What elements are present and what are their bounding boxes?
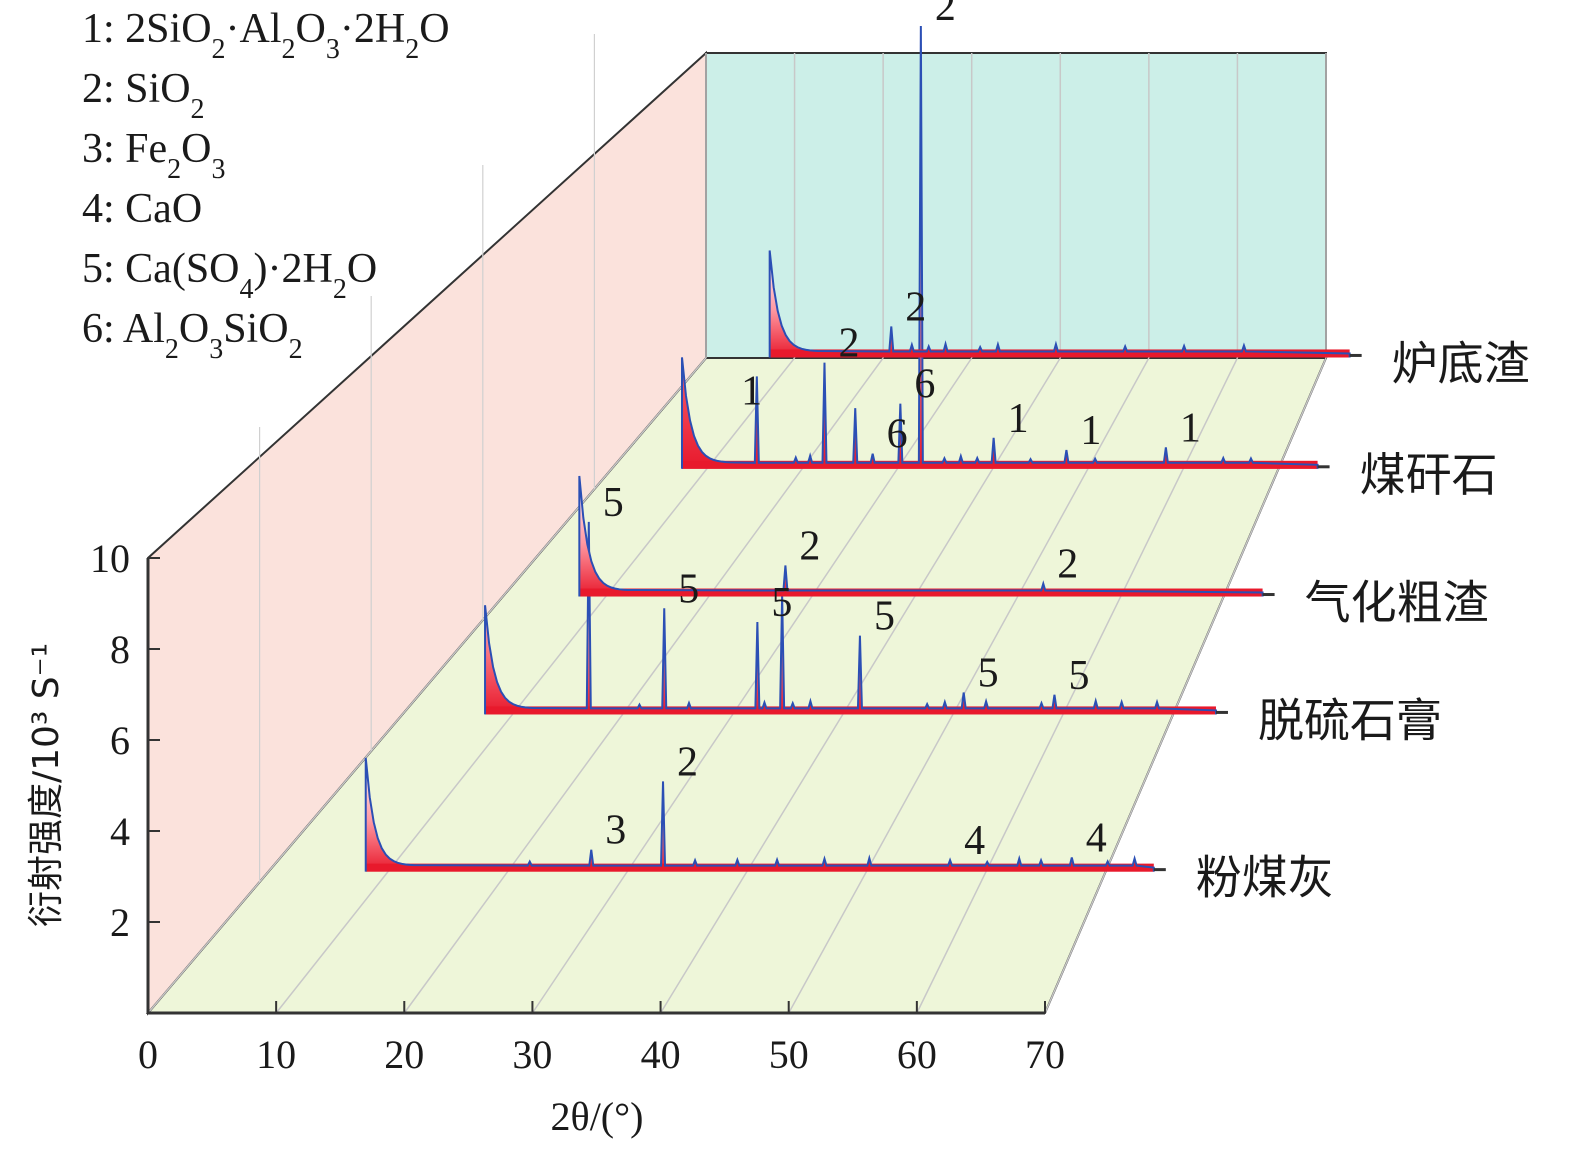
series-base-band-4 bbox=[681, 460, 1318, 469]
series-line-1 bbox=[364, 757, 1155, 872]
legend-formula-part: O bbox=[419, 6, 449, 52]
legend-item: 3: Fe2O3 bbox=[82, 126, 226, 185]
legend-item: 2: SiO2 bbox=[82, 66, 205, 125]
peak-label: 6 bbox=[914, 362, 935, 408]
series-base-band-1 bbox=[365, 863, 1154, 872]
peak-label: 1 bbox=[1008, 396, 1029, 442]
series-base-band-3 bbox=[579, 588, 1263, 597]
legend-formula-part: ·2H bbox=[340, 6, 405, 52]
chart-axes: 2 4 6 8 10 0 10 20 30 40 50 60 70 bbox=[90, 536, 1065, 1077]
peak-label: 1 bbox=[1080, 408, 1101, 454]
series-line-5 bbox=[768, 250, 1351, 358]
peak-label: 2 bbox=[935, 0, 956, 30]
legend-item: 5: Ca(SO4)·2H2O bbox=[82, 246, 377, 305]
peak-label: 1 bbox=[741, 368, 762, 414]
series-base-band-5 bbox=[769, 349, 1350, 358]
x-tick-label: 30 bbox=[512, 1032, 552, 1077]
peak-label: 5 bbox=[678, 566, 699, 612]
peak-label: 6 bbox=[887, 412, 908, 458]
legend-subscript: 2 bbox=[165, 334, 179, 365]
peak-label: 2 bbox=[677, 739, 698, 785]
legend-formula-part: O bbox=[296, 6, 326, 52]
peak-label: 5 bbox=[874, 594, 895, 640]
series-name-label: 气化粗渣 bbox=[1305, 576, 1489, 630]
legend-formula-part: O bbox=[181, 126, 211, 172]
peak-label: 2 bbox=[905, 284, 926, 330]
legend-formula-part: SiO bbox=[223, 306, 288, 352]
legend-subscript: 2 bbox=[191, 94, 205, 125]
peak-label: 5 bbox=[978, 651, 999, 697]
series-base-band-2 bbox=[485, 706, 1216, 715]
y-tick-label: 2 bbox=[110, 900, 130, 945]
peak-label: 4 bbox=[964, 818, 985, 864]
legend-item: 1: 2SiO2·Al2O3·2H2O bbox=[82, 6, 450, 65]
legend-number: 4: bbox=[82, 186, 125, 232]
series-name-label: 炉底渣 bbox=[1392, 336, 1530, 390]
legend-formula-part: CaO bbox=[125, 186, 202, 232]
peak-label: 5 bbox=[1068, 653, 1089, 699]
legend-formula-part: )·2H bbox=[254, 246, 333, 292]
legend-subscript: 2 bbox=[405, 34, 419, 65]
legend-subscript: 3 bbox=[209, 334, 223, 365]
x-tick-label: 0 bbox=[138, 1032, 158, 1077]
legend-formula-part: Ca(SO bbox=[125, 246, 239, 292]
x-tick-label: 40 bbox=[641, 1032, 681, 1077]
y-axis-title: 衍射强度/10³ S⁻¹ bbox=[26, 643, 67, 927]
legend-item: 4: CaO bbox=[82, 186, 202, 232]
legend-subscript: 2 bbox=[212, 34, 226, 65]
peak-label: 4 bbox=[1086, 815, 1107, 861]
peak-label: 5 bbox=[771, 580, 792, 626]
legend-formula-part: ·Al bbox=[226, 6, 282, 52]
x-tick-label: 60 bbox=[897, 1032, 937, 1077]
floor-gridline bbox=[147, 357, 707, 1014]
legend-formula-part: SiO bbox=[125, 66, 190, 112]
series-line-2 bbox=[484, 521, 1217, 715]
peak-label: 2 bbox=[799, 524, 820, 570]
peak-label: 2 bbox=[1057, 542, 1078, 588]
legend-subscript: 4 bbox=[240, 274, 254, 305]
x-axis-title: 2θ/(°) bbox=[551, 1094, 644, 1139]
legend-formula-part: Al bbox=[123, 306, 165, 352]
legend-formula-part: 2SiO bbox=[125, 6, 211, 52]
legend-number: 3: bbox=[82, 126, 125, 172]
y-tick-label: 8 bbox=[110, 627, 130, 672]
x-tick-label: 70 bbox=[1025, 1032, 1065, 1077]
series-name-label: 粉煤灰 bbox=[1196, 851, 1334, 905]
y-tick-label: 4 bbox=[110, 809, 130, 854]
y-tick-label: 6 bbox=[110, 718, 130, 763]
series-line-4 bbox=[680, 25, 1319, 469]
legend-number: 2: bbox=[82, 66, 125, 112]
series-name-label: 煤矸石 bbox=[1360, 448, 1498, 502]
legend-formula-part: O bbox=[347, 246, 377, 292]
legend-number: 5: bbox=[82, 246, 125, 292]
legend-number: 6: bbox=[82, 306, 123, 352]
peak-label: 3 bbox=[605, 808, 626, 854]
series-name-label: 脱硫石膏 bbox=[1258, 693, 1442, 747]
legend-subscript: 2 bbox=[282, 34, 296, 65]
legend-formula-part: O bbox=[179, 306, 209, 352]
legend-item: 6: Al2O3SiO2 bbox=[82, 306, 303, 365]
legend-subscript: 2 bbox=[167, 154, 181, 185]
peak-label: 5 bbox=[603, 480, 624, 526]
x-tick-label: 50 bbox=[769, 1032, 809, 1077]
back-panel bbox=[705, 52, 1327, 359]
chart-panels bbox=[145, 50, 1328, 1016]
series-line-3 bbox=[578, 475, 1264, 597]
legend-formula-part: Fe bbox=[125, 126, 167, 172]
legend-number: 1: bbox=[82, 6, 125, 52]
legend-subscript: 3 bbox=[212, 154, 226, 185]
legend-subscript: 3 bbox=[326, 34, 340, 65]
x-tick-label: 20 bbox=[384, 1032, 424, 1077]
chart-series bbox=[364, 25, 1362, 872]
y-tick-label: 10 bbox=[90, 536, 130, 581]
legend-subscript: 2 bbox=[333, 274, 347, 305]
legend-subscript: 2 bbox=[289, 334, 303, 365]
x-tick-label: 10 bbox=[256, 1032, 296, 1077]
peak-label: 2 bbox=[838, 321, 859, 367]
peak-label: 1 bbox=[1180, 405, 1201, 451]
